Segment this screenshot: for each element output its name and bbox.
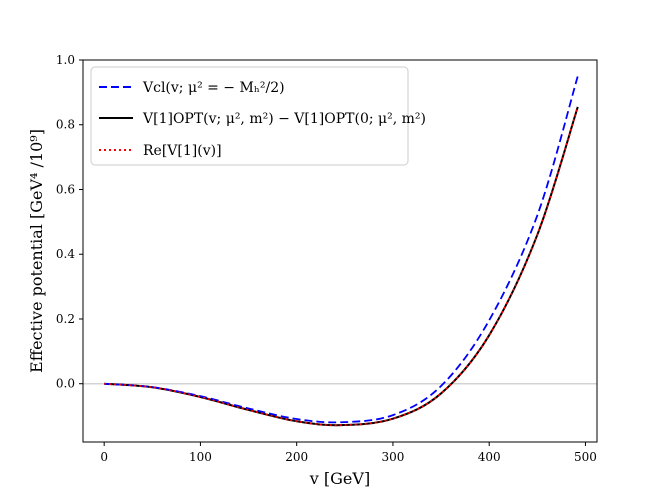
x-tick-label: 0 — [100, 450, 108, 464]
legend-entry-opt-label: V[1]OPT(v; μ², m²) − V[1]OPT(0; μ², m²) — [142, 111, 426, 127]
y-tick-label: 0.6 — [56, 182, 75, 196]
series-layer — [104, 75, 579, 427]
x-tick-label: 500 — [574, 450, 597, 464]
y-axis-label: Effective potential [GeV⁴ /10⁹] — [27, 129, 46, 373]
y-tick-label: 0.4 — [56, 247, 75, 261]
x-tick-label: 200 — [285, 450, 308, 464]
legend-entry-re-v1-label: Re[V[1](v)] — [143, 143, 222, 159]
y-tick-label: 1.0 — [56, 53, 75, 67]
x-tick-label: 100 — [189, 450, 212, 464]
x-tick-label: 400 — [478, 450, 501, 464]
y-axis: 0.0 0.2 0.4 0.6 0.8 1.0 — [56, 53, 83, 391]
x-tick-label: 300 — [381, 450, 404, 464]
x-axis: 0 100 200 300 400 500 — [100, 442, 597, 464]
legend: Vcl(v; μ² = − Mₕ²/2) V[1]OPT(v; μ², m²) −… — [90, 66, 426, 166]
y-tick-label: 0.0 — [56, 377, 75, 391]
series-line-re-v1 — [104, 106, 579, 427]
series-line-classical — [104, 75, 579, 424]
legend-box — [90, 66, 409, 166]
plot-frame — [82, 59, 598, 443]
legend-entry-classical-label: Vcl(v; μ² = − Mₕ²/2) — [142, 80, 285, 96]
y-tick-label: 0.2 — [56, 312, 75, 326]
x-axis-label: v [GeV] — [309, 469, 370, 488]
y-tick-label: 0.8 — [56, 118, 75, 132]
